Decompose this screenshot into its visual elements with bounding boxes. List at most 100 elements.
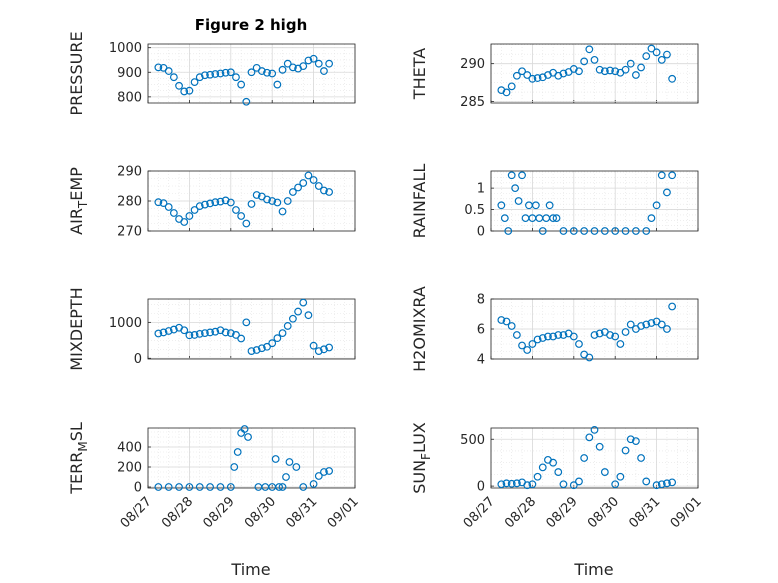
data-point — [538, 227, 547, 235]
data-point — [180, 218, 189, 226]
data-point — [632, 437, 640, 446]
data-point — [668, 478, 677, 487]
data-point — [575, 67, 583, 76]
data-point — [626, 59, 635, 68]
y-tick-label: 1000 — [109, 316, 142, 331]
data-point — [325, 59, 334, 68]
plot-area — [491, 44, 698, 103]
data-point — [232, 331, 240, 339]
data-point — [663, 188, 671, 197]
y-axis-label: H2OMIXRA — [410, 286, 429, 372]
data-point — [559, 227, 568, 235]
subplot-air-temp: 270 280 290 AIRTEMP — [67, 165, 356, 240]
data-point — [180, 87, 189, 96]
data-point — [552, 214, 561, 223]
data-point — [304, 311, 313, 320]
data-point — [309, 341, 318, 350]
data-point — [154, 329, 163, 338]
data-point — [221, 196, 230, 205]
y-axis-label: MIXDEPTH — [67, 287, 86, 370]
x-tick-label: 08/27 — [118, 494, 155, 531]
data-point — [528, 480, 537, 489]
axes-box — [147, 427, 356, 489]
y-axis-label: RAINFALL — [410, 164, 429, 239]
y-tick-label: 1000 — [109, 41, 142, 56]
data-point — [190, 206, 199, 214]
data-point — [283, 197, 292, 205]
data-point — [637, 322, 645, 330]
x-tick-label: 08/28 — [159, 494, 196, 531]
y-tick-label: 8 — [477, 293, 485, 308]
data-point — [585, 45, 594, 54]
data-point — [554, 331, 563, 339]
data-point — [233, 448, 242, 456]
data-point — [216, 197, 225, 206]
data-point — [325, 343, 334, 352]
data-point — [590, 55, 599, 64]
data-point — [663, 479, 671, 488]
data-point — [533, 472, 542, 481]
data-point — [657, 480, 666, 489]
data-point — [632, 71, 640, 79]
data-point — [585, 433, 594, 442]
y-tick-label: 0 — [134, 481, 142, 496]
data-point — [195, 73, 204, 82]
data-point — [159, 328, 168, 337]
data-point — [590, 227, 599, 235]
data-point — [237, 80, 246, 89]
data-point — [226, 483, 235, 491]
data-point — [292, 463, 301, 471]
data-point — [549, 214, 557, 223]
data-point — [657, 55, 666, 64]
data-point — [511, 184, 520, 193]
data-point — [169, 209, 178, 217]
data-point — [299, 483, 308, 491]
data-point — [626, 320, 635, 329]
data-point — [606, 66, 614, 75]
data-point — [637, 63, 645, 72]
data-point — [275, 483, 284, 491]
data-point — [538, 334, 547, 342]
data-point — [211, 70, 220, 78]
data-point — [621, 227, 630, 235]
y-tick-label: 6 — [477, 323, 485, 338]
subplot-sun-flux: 08/27 08/28 08/29 08/30 08/31 09/01 0 500 SUNFLU… — [410, 422, 705, 531]
data-point — [518, 171, 526, 180]
data-point — [512, 479, 521, 488]
data-point — [580, 454, 589, 462]
data-point — [642, 477, 651, 486]
data-point — [226, 68, 235, 77]
data-point — [278, 329, 287, 338]
data-point — [185, 331, 194, 340]
axes-box — [147, 170, 356, 232]
data-point — [554, 468, 563, 476]
x-tick-label: 08/29 — [544, 494, 581, 531]
data-point — [600, 227, 609, 235]
data-point — [559, 331, 568, 339]
x-tick-label: 09/01 — [668, 494, 705, 531]
data-point — [268, 339, 277, 348]
y-tick-label: 270 — [117, 225, 142, 240]
data-point — [502, 317, 511, 326]
data-point — [247, 200, 256, 208]
data-point — [164, 483, 173, 491]
data-point — [611, 67, 620, 76]
data-point — [595, 442, 604, 451]
y-tick-label: 290 — [117, 165, 142, 180]
data-point — [657, 171, 666, 180]
axes-box — [490, 170, 699, 232]
data-point — [206, 70, 215, 79]
data-point — [621, 446, 630, 455]
data-point — [647, 214, 656, 223]
data-point — [185, 212, 194, 220]
data-point — [282, 473, 290, 481]
data-point — [616, 340, 625, 348]
subplot-rainfall: 0 0.5 1 RAINFALL — [410, 164, 699, 240]
data-point — [237, 212, 246, 220]
y-tick-label: 290 — [460, 57, 485, 72]
y-axis-label: AIRTEMP — [67, 167, 90, 235]
data-point — [299, 179, 308, 187]
data-point — [263, 195, 271, 204]
data-point — [632, 227, 640, 235]
data-point — [309, 176, 318, 184]
